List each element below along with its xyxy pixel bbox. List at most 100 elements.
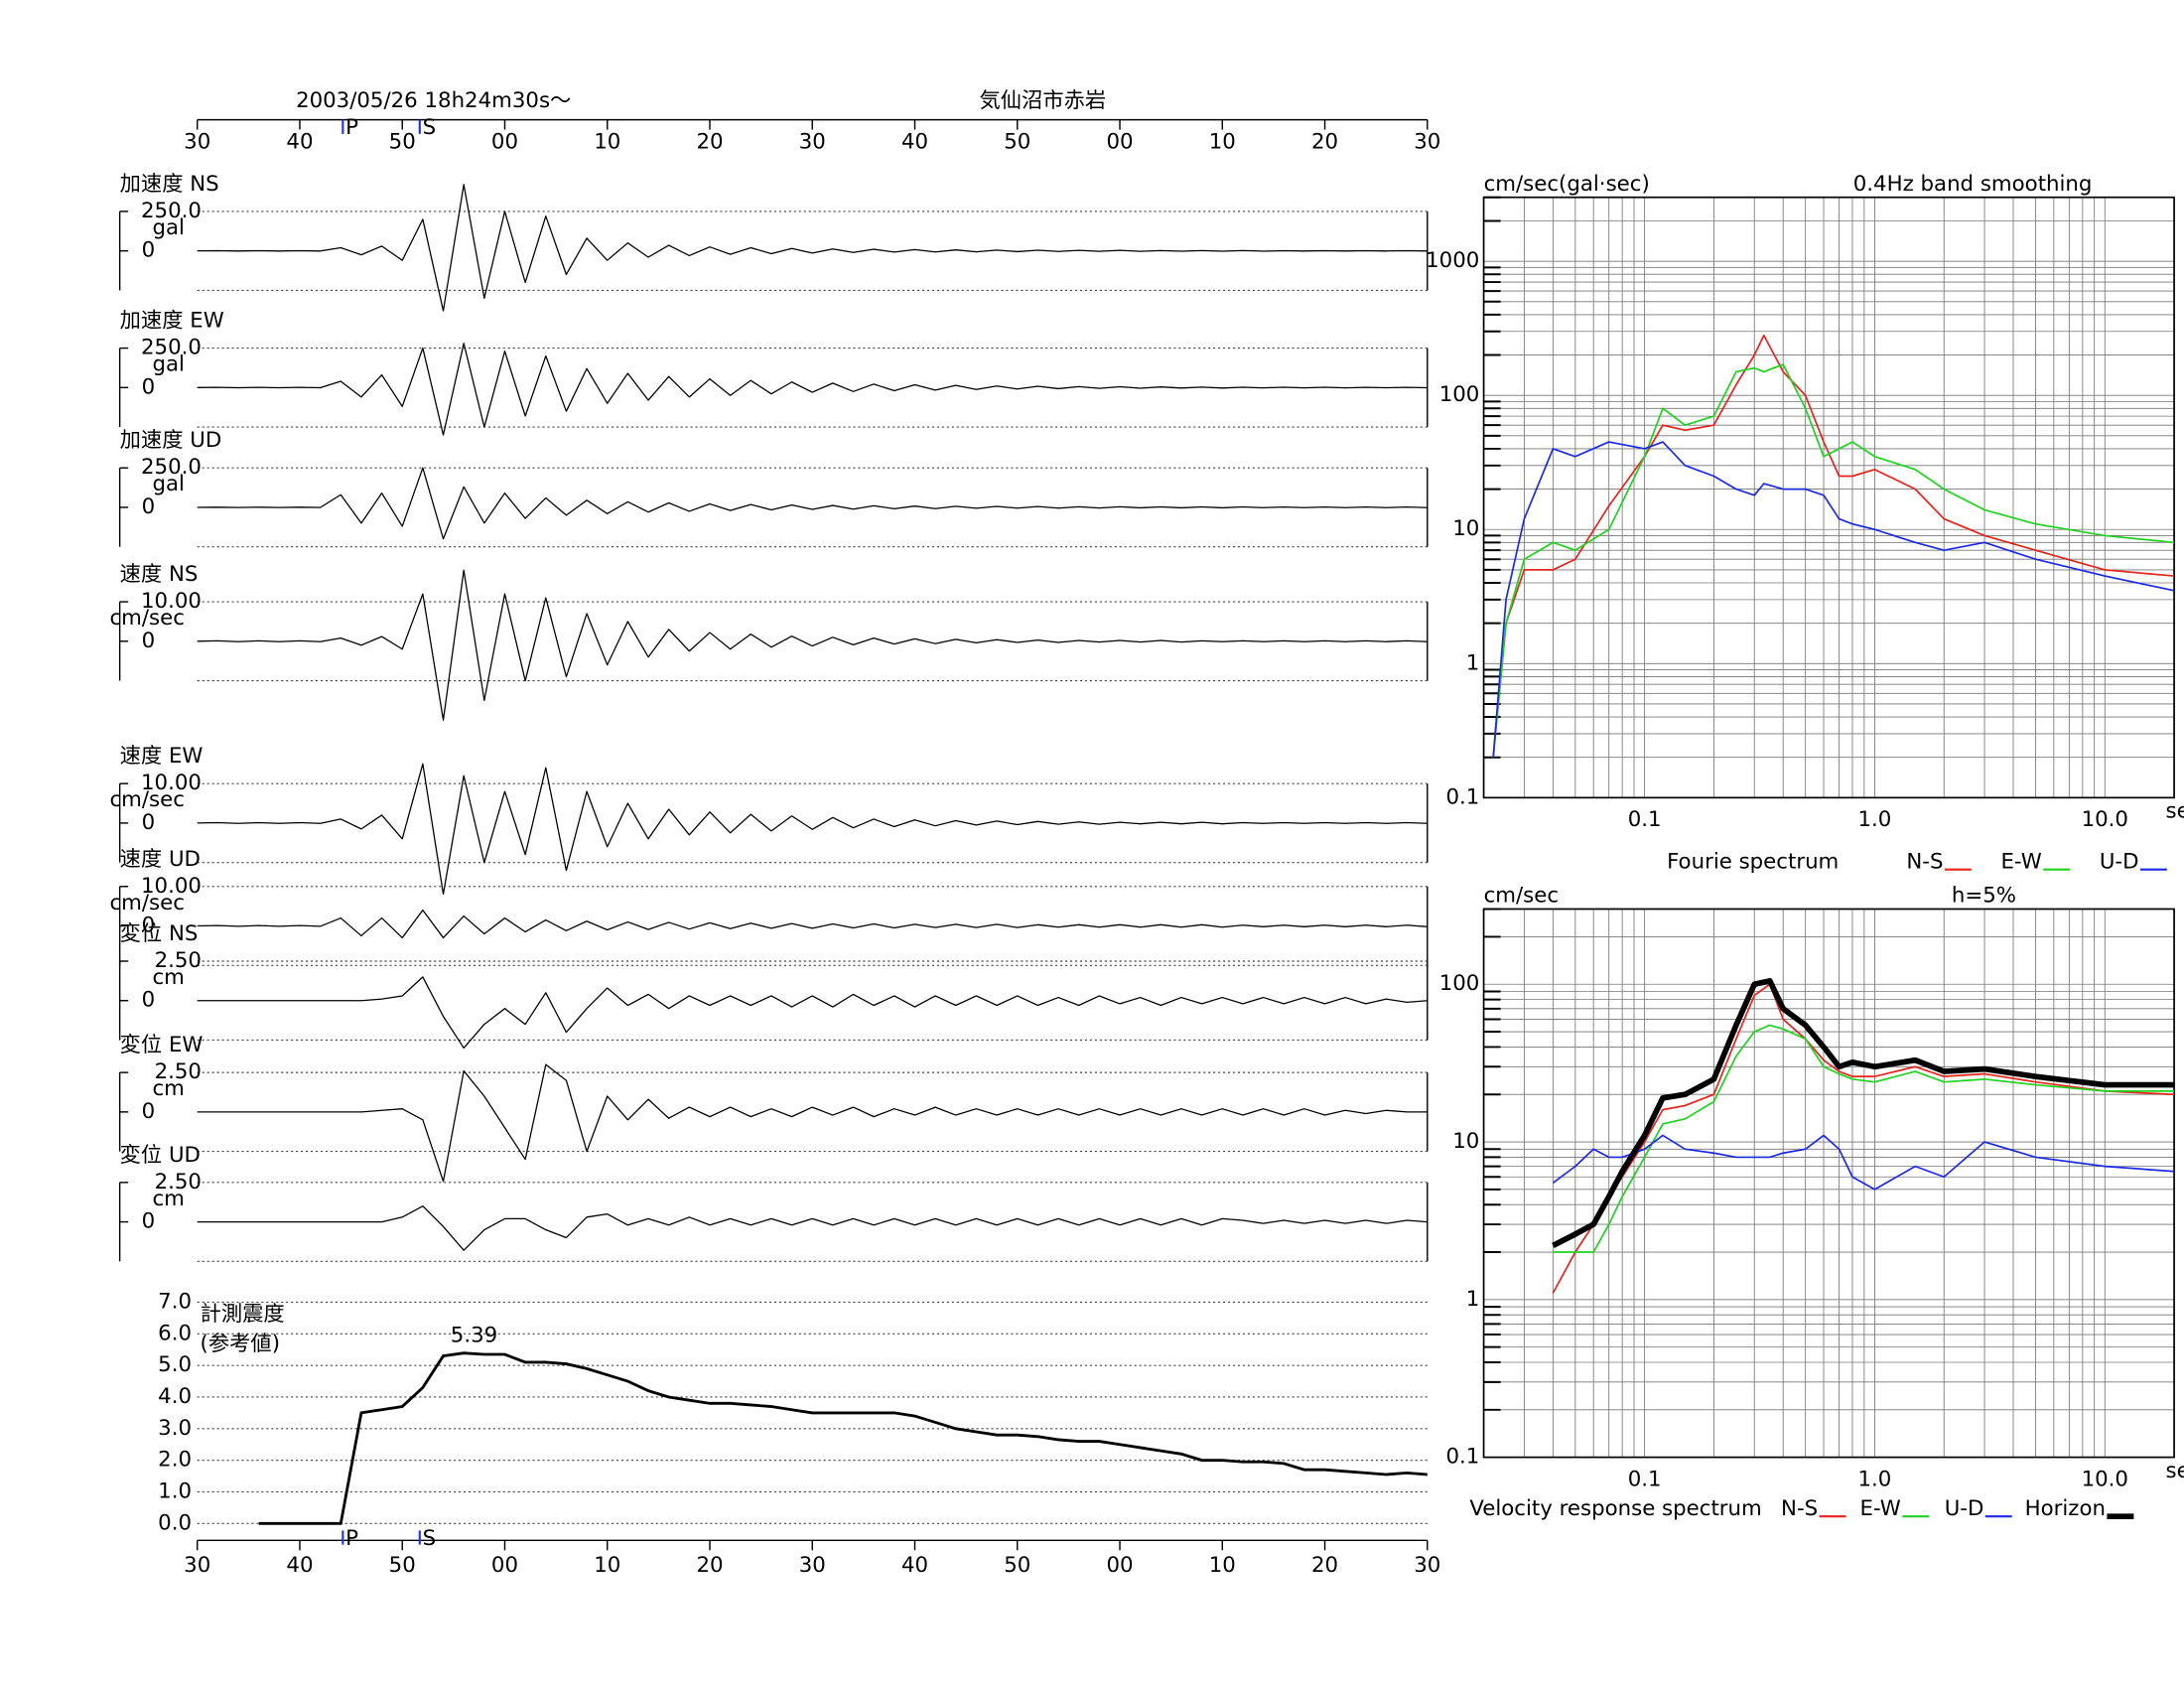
- trace-unit: gal: [152, 352, 184, 377]
- time-tick-label: 40: [286, 1553, 313, 1578]
- trace-name: 速度 NS: [120, 562, 199, 587]
- x-tick-label: 10.0: [2082, 1467, 2128, 1491]
- intensity-title: 計測震度: [201, 1302, 285, 1327]
- trace-name: 加速度 NS: [120, 172, 219, 197]
- time-tick-label: 50: [1004, 129, 1030, 154]
- trace-name: 加速度 UD: [120, 428, 222, 453]
- y-tick-label: 10: [1452, 516, 1479, 541]
- trace-unit: cm/sec: [109, 606, 184, 631]
- x-axis-unit: sec: [2166, 1459, 2184, 1483]
- trace-tick-label: 0: [142, 1099, 156, 1124]
- spectrum-line: [1553, 1024, 2175, 1253]
- time-tick-label: 40: [286, 129, 313, 154]
- trace-name: 変位 UD: [120, 1143, 201, 1168]
- trace-tick-label: 0: [142, 1209, 156, 1234]
- y-tick-label: 0.1: [1445, 784, 1479, 809]
- waveform-trace: [197, 569, 1428, 721]
- trace-tick-label: 10.00: [141, 874, 202, 899]
- time-tick-label: 10: [1209, 1553, 1236, 1578]
- time-tick-label: 30: [799, 129, 826, 154]
- y-tick-label: 1000: [1426, 248, 1479, 273]
- record-datetime: 2003/05/26 18h24m30s〜: [296, 88, 571, 113]
- time-tick-label: 50: [1004, 1553, 1030, 1578]
- legend-title: Fourie spectrum: [1667, 850, 1839, 875]
- trace-tick-label: 2.50: [155, 948, 202, 973]
- x-tick-label: 0.1: [1628, 807, 1662, 832]
- waveform-trace: [197, 1205, 1428, 1251]
- waveform-trace: [197, 976, 1428, 1050]
- trace-tick-label: 2.50: [155, 1170, 202, 1195]
- intensity-tick-label: 6.0: [158, 1321, 192, 1345]
- x-tick-label: 10.0: [2082, 807, 2128, 832]
- trace-tick-label: 0: [142, 629, 156, 653]
- time-tick-label: 50: [389, 1553, 416, 1578]
- intensity-line: [258, 1351, 1428, 1525]
- time-tick-label: 00: [491, 1553, 518, 1578]
- spectrum-line: [1552, 983, 2175, 1294]
- trace-tick-label: 0: [142, 810, 156, 835]
- legend-label: U-D: [2100, 850, 2139, 875]
- trace-name: 加速度 EW: [120, 309, 224, 334]
- legend-label: Horizon: [2025, 1496, 2106, 1521]
- trace-unit: cm: [153, 1187, 185, 1211]
- legend-label: N-S: [1781, 1496, 1818, 1521]
- time-tick-label: 00: [491, 129, 518, 154]
- trace-tick-label: 250.0: [141, 336, 202, 360]
- trace-tick-label: 2.50: [155, 1059, 202, 1084]
- time-tick-label: 10: [594, 1553, 620, 1578]
- y-axis-unit: cm/sec(gal·sec): [1484, 172, 1650, 197]
- waveform-trace: [197, 1063, 1428, 1183]
- time-tick-label: 40: [901, 1553, 928, 1578]
- time-tick-label: 20: [696, 129, 723, 154]
- trace-tick-label: 250.0: [141, 455, 202, 480]
- intensity-tick-label: 0.0: [158, 1510, 192, 1535]
- y-tick-label: 10: [1452, 1129, 1479, 1154]
- station-name: 気仙沼市赤岩: [979, 88, 1106, 113]
- waveform-trace: [197, 343, 1428, 436]
- time-tick-label: 50: [389, 129, 416, 154]
- time-tick-label: 30: [184, 1553, 210, 1578]
- trace-tick-label: 250.0: [141, 199, 202, 223]
- trace-tick-label: 0: [142, 914, 156, 938]
- time-tick-label: 10: [1209, 129, 1236, 154]
- x-tick-label: 1.0: [1858, 807, 1892, 832]
- intensity-tick-label: 3.0: [158, 1416, 192, 1441]
- waveform-trace: [197, 184, 1428, 312]
- time-tick-label: 20: [1311, 1553, 1338, 1578]
- trace-name: 変位 NS: [120, 921, 199, 946]
- time-tick-label: 20: [1311, 129, 1338, 154]
- x-tick-label: 1.0: [1858, 1467, 1892, 1491]
- x-axis-unit: sec: [2166, 799, 2184, 824]
- time-tick-label: 30: [1414, 129, 1440, 154]
- trace-unit: gal: [152, 215, 184, 240]
- time-tick-label: 30: [799, 1553, 826, 1578]
- waveform-trace: [197, 909, 1428, 939]
- trace-unit: cm/sec: [109, 891, 184, 915]
- trace-name: 速度 EW: [120, 744, 204, 769]
- time-tick-label: 40: [901, 129, 928, 154]
- intensity-tick-label: 2.0: [158, 1448, 192, 1473]
- spectrum-line: [1552, 978, 2175, 1248]
- waveform-trace: [197, 467, 1428, 540]
- phase-label: S: [423, 1526, 437, 1551]
- spectrum-line: [1492, 363, 2175, 758]
- spectrum-line: [1552, 1134, 2175, 1191]
- plot-frame: [1482, 196, 2175, 799]
- y-tick-label: 100: [1439, 382, 1480, 407]
- y-tick-label: 1: [1466, 1287, 1480, 1312]
- phase-label: P: [345, 115, 358, 140]
- trace-tick-label: 0: [142, 238, 156, 263]
- chart-note: 0.4Hz band smoothing: [1853, 172, 2093, 197]
- time-tick-label: 00: [1106, 129, 1133, 154]
- trace-tick-label: 10.00: [141, 771, 202, 795]
- trace-tick-label: 0: [142, 988, 156, 1013]
- trace-tick-label: 0: [142, 494, 156, 519]
- spectrum-line: [1492, 334, 2175, 758]
- waveform-trace: [197, 763, 1428, 896]
- plot-frame: [1482, 908, 2175, 1459]
- chart-note: h=5%: [1952, 884, 2016, 909]
- intensity-tick-label: 1.0: [158, 1478, 192, 1503]
- legend-label: N-S: [1906, 850, 1943, 875]
- intensity-tick-label: 7.0: [158, 1289, 192, 1314]
